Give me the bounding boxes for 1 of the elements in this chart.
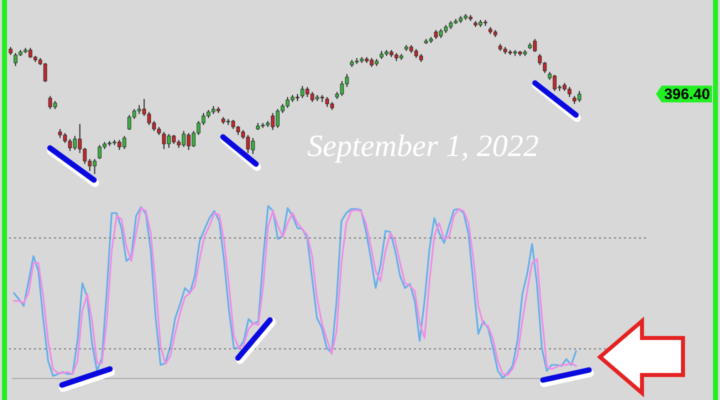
text: 396.40 <box>664 86 710 103</box>
